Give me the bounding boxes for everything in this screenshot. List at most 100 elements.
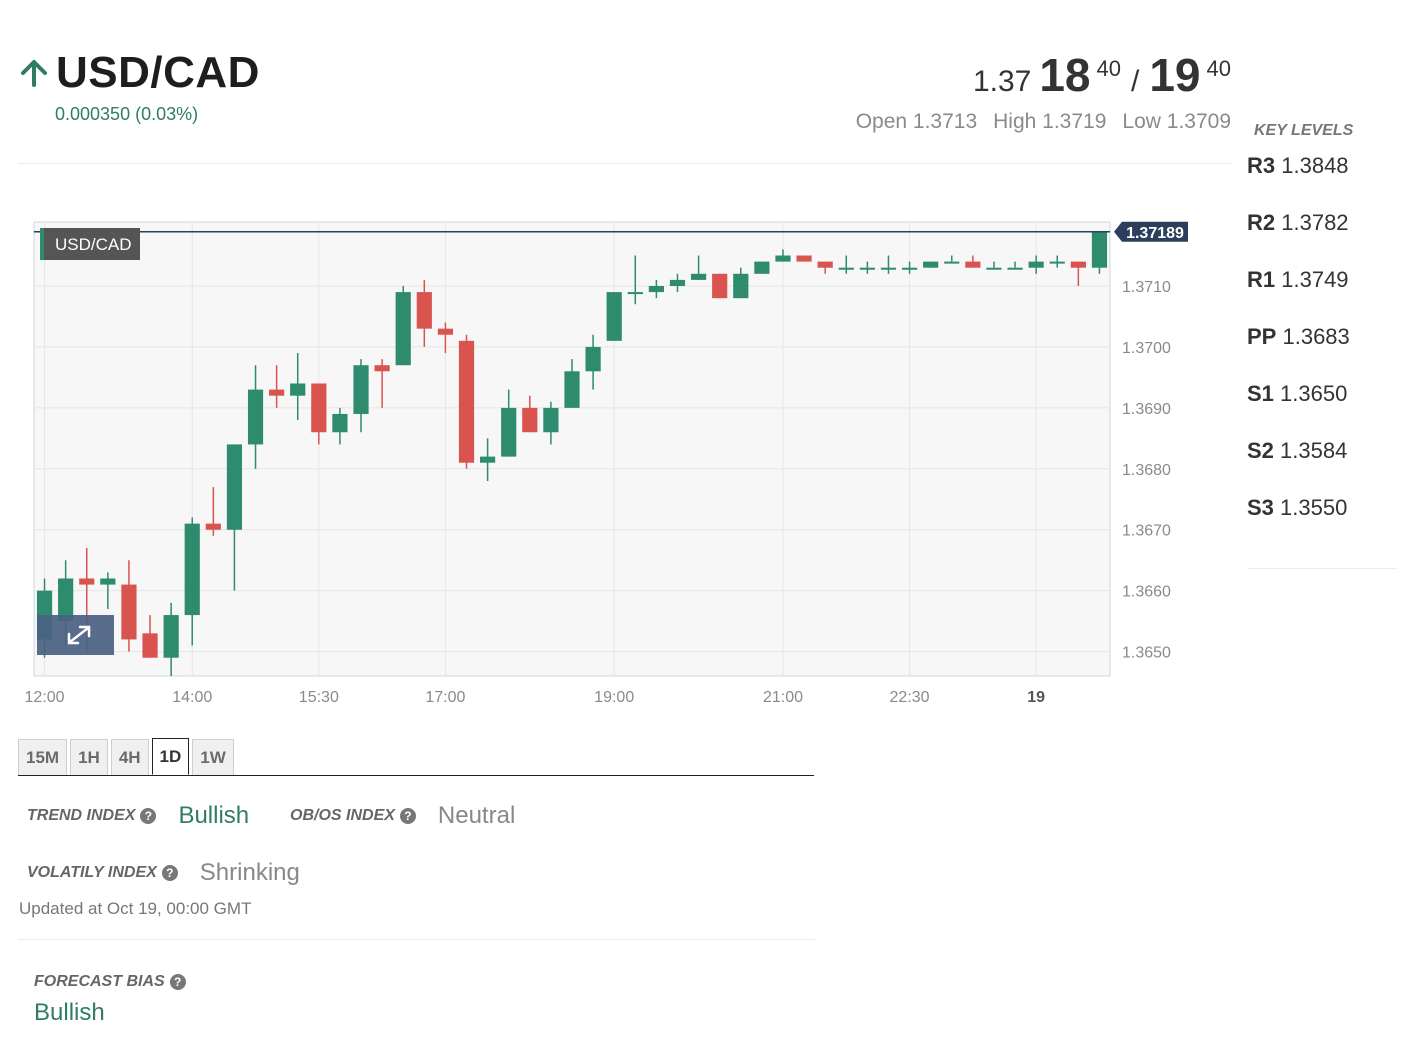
candle-body (923, 261, 939, 268)
candle-body (796, 255, 812, 262)
bid-prefix: 1.37 (972, 65, 1032, 98)
candle-body (501, 407, 517, 457)
help-icon[interactable]: ? (140, 808, 157, 824)
x-axis: 12:00 14:00 15:30 17:00 19:00 21:00 22:30 19 (25, 689, 1046, 706)
candle-body (817, 261, 833, 268)
high-value: High 1.3719 (993, 110, 1107, 133)
candle-body (311, 383, 327, 433)
candle-body (437, 328, 454, 335)
chart-overlay: 1.37189 USD/CAD (34, 221, 1188, 655)
candle-body (353, 365, 369, 414)
candle-body (733, 273, 749, 299)
open-value: Open 1.3713 (855, 110, 978, 133)
x-tick-label: 22:30 (890, 689, 930, 706)
tab-4h[interactable]: 4H (110, 739, 149, 775)
candle-body (332, 413, 348, 433)
obos-index-value: Neutral (437, 802, 516, 829)
forecast-bias: FORECAST BIAS? (34, 973, 186, 991)
y-tick-label: 1.3700 (1122, 340, 1171, 357)
volatility-index: VOLATILY INDEX? Shrinking (27, 859, 300, 887)
trend-index-label: TREND INDEX (27, 807, 136, 824)
candle-body (522, 407, 538, 433)
candle-body (944, 261, 960, 264)
candle-body (290, 383, 306, 396)
help-icon[interactable]: ? (399, 808, 416, 824)
candle-body (712, 273, 728, 299)
candle-body (543, 407, 559, 433)
chart-grid (33, 221, 1111, 677)
legend-box (40, 228, 140, 260)
forecast-bias-label: FORECAST BIAS (34, 973, 165, 990)
y-tick-label: 1.3650 (1122, 645, 1171, 662)
expand-button[interactable] (37, 615, 114, 655)
expand-icon-stroke (67, 632, 80, 645)
pair-title: USD/CAD (56, 48, 260, 97)
expand-icon-stroke (78, 625, 91, 638)
low-value: Low 1.3709 (1122, 110, 1231, 133)
candle-body (79, 578, 95, 585)
candle-body (395, 292, 411, 366)
candle-body (986, 267, 1002, 270)
candle-body (1007, 267, 1023, 270)
candle-body (775, 255, 791, 262)
price-chart[interactable]: 1.3710 1.3700 1.3690 1.3680 1.3670 1.3660 1.36… (0, 200, 1200, 725)
level-r1: R1 1.3749 (1247, 267, 1349, 292)
candle-body (606, 292, 622, 341)
x-tick-label: 14:00 (172, 689, 212, 706)
candle-body (1070, 261, 1086, 268)
candle-body (754, 261, 770, 274)
expand-icon-stroke (68, 626, 90, 644)
key-levels-panel: KEY LEVELS R3 1.3848 R2 1.3782 R1 1.3749… (1247, 122, 1397, 549)
candle-body (859, 267, 875, 270)
obos-index: OB/OS INDEX? Neutral (290, 802, 515, 830)
y-tick-label: 1.3710 (1122, 279, 1171, 296)
forecast-bias-value: Bullish (34, 999, 105, 1026)
candle-body (480, 456, 496, 463)
candle-body (585, 346, 601, 372)
tab-15m[interactable]: 15M (18, 739, 68, 775)
level-r2: R2 1.3782 (1247, 210, 1349, 235)
candle-body (269, 389, 285, 396)
tab-1d[interactable]: 1D (151, 738, 190, 775)
candle-body (184, 523, 200, 616)
x-tick-label: 21:00 (763, 689, 803, 706)
key-levels-divider (1247, 568, 1397, 569)
candle-body (564, 371, 580, 408)
candle-body (163, 615, 179, 658)
header-divider (18, 163, 1232, 164)
candle-body (880, 267, 897, 270)
level-r3: R3 1.3848 (1247, 153, 1349, 178)
quote-separator: / (1131, 65, 1140, 98)
candle-body (901, 267, 918, 270)
tab-1w[interactable]: 1W (192, 739, 234, 775)
last-price-badge (1114, 221, 1188, 242)
y-tick-label: 1.3690 (1122, 401, 1171, 418)
level-s3: S3 1.3550 (1247, 495, 1348, 520)
bid-ask-quote: 1.37 18 40 / 19 40 (973, 48, 1231, 102)
plot-background (33, 221, 1111, 677)
candle-body (100, 578, 116, 585)
y-tick-label: 1.3680 (1122, 462, 1171, 479)
key-levels-title: KEY LEVELS (1254, 122, 1354, 139)
help-icon[interactable]: ? (161, 865, 178, 881)
ask-pips: 19 (1149, 49, 1201, 101)
arrow-up-icon (21, 60, 47, 87)
candle-body (1028, 261, 1044, 268)
volatility-index-label: VOLATILY INDEX (27, 864, 157, 881)
candle-body (226, 444, 243, 530)
bid-pips: 18 (1039, 49, 1091, 101)
legend-accent (40, 228, 44, 260)
legend-label: USD/CAD (55, 235, 132, 254)
y-axis: 1.3710 1.3700 1.3690 1.3680 1.3670 1.3660 1.36… (1122, 279, 1171, 662)
x-tick-label: 12:00 (25, 689, 65, 706)
timeframe-selector: 15M 1H 4H 1D 1W (18, 738, 814, 776)
trend-index: TREND INDEX? Bullish (27, 802, 249, 830)
candle-body (965, 261, 981, 268)
obos-index-label: OB/OS INDEX (290, 807, 395, 824)
candlestick-chart[interactable]: 1.3710 1.3700 1.3690 1.3680 1.3670 1.3660 1.36… (0, 200, 1200, 720)
y-tick-label: 1.3670 (1122, 523, 1171, 540)
help-icon[interactable]: ? (169, 974, 186, 990)
tab-1h[interactable]: 1H (70, 739, 108, 775)
y-tick-label: 1.3660 (1122, 584, 1171, 601)
candle-body (205, 523, 221, 530)
